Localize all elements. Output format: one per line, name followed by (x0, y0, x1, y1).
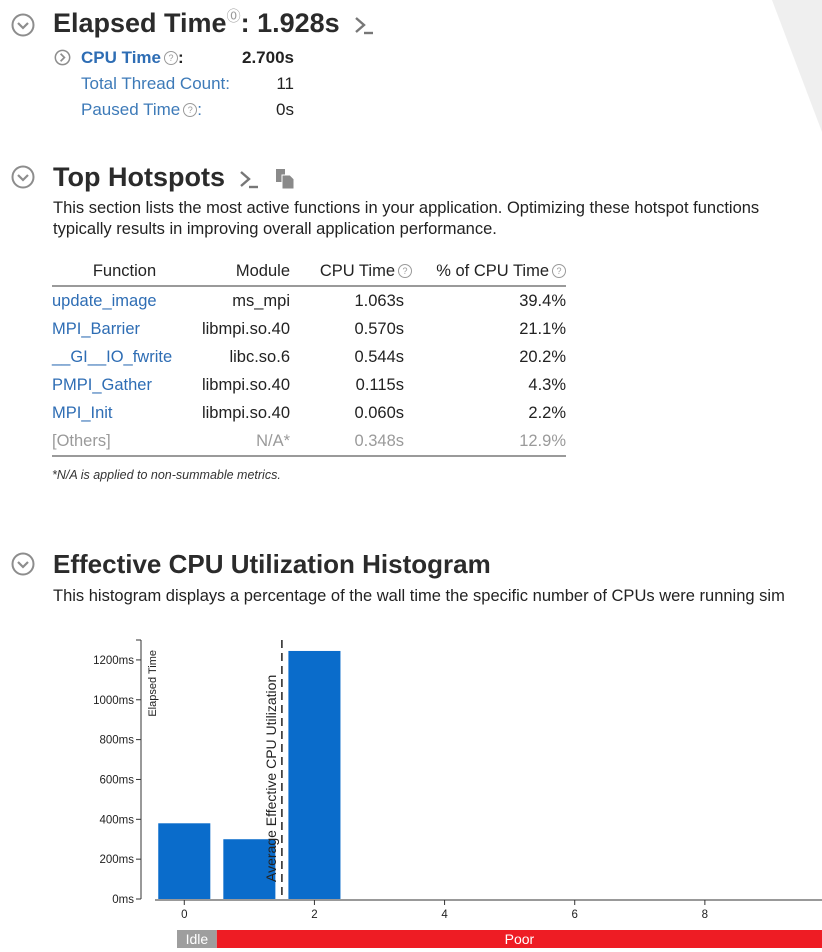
y-tick-label: 1200ms (93, 655, 134, 667)
expand-chevron-icon[interactable] (54, 49, 71, 66)
metric-thread-count: Total Thread Count: (81, 74, 230, 94)
help-icon[interactable]: ? (552, 264, 566, 278)
utilization-range-label: Idle (186, 931, 209, 947)
y-tick-label: 200ms (99, 854, 134, 866)
histogram-title: Effective CPU Utilization Histogram (53, 549, 491, 579)
x-tick-label: 2 (311, 909, 317, 921)
hotspots-description: This section lists the most active funct… (53, 198, 759, 240)
top-hotspots-heading: Top Hotspots (53, 162, 296, 193)
y-tick-label: 600ms (99, 774, 134, 786)
cpu-time-cell: 0.570s (354, 319, 404, 338)
module-cell: ms_mpi (232, 291, 290, 310)
table-header-row: Function Module CPU Time? % of CPU Time? (52, 258, 566, 287)
elapsed-time-value: 1.928s (257, 8, 340, 38)
x-tick-label: 0 (181, 909, 187, 921)
percent-cell: 39.4% (519, 291, 566, 310)
description-line: typically results in improving overall a… (53, 220, 497, 238)
cpu-time-value: 2.700s (242, 48, 294, 67)
module-cell: libc.so.6 (229, 347, 290, 366)
non-summable-note: *N/A is applied to non-summable metrics. (52, 468, 281, 482)
help-icon[interactable]: ? (164, 51, 178, 65)
histogram-bar (288, 650, 341, 899)
y-tick-label: 0ms (112, 894, 134, 906)
help-icon[interactable]: ? (398, 264, 412, 278)
utilization-range-poor (216, 930, 822, 948)
column-header-module[interactable]: Module (197, 258, 296, 287)
hotspots-table: Function Module CPU Time? % of CPU Time?… (52, 258, 566, 457)
x-tick-label: 8 (702, 909, 708, 921)
y-tick-label: 400ms (99, 814, 134, 826)
help-icon[interactable]: ⓪ (226, 8, 241, 24)
y-tick-label: 800ms (99, 735, 134, 747)
module-cell: libmpi.so.40 (201, 319, 290, 338)
y-tick-label: 1000ms (93, 695, 134, 707)
module-cell: N/A* (197, 427, 296, 457)
metric-cpu-time[interactable]: CPU Time?: (81, 48, 184, 67)
cpu-time-label[interactable]: CPU Time (81, 48, 161, 67)
table-row: PMPI_Gather libmpi.so.40 0.115s 4.3% (52, 371, 566, 399)
percent-cell: 21.1% (519, 319, 566, 338)
y-axis-title: Elapsed Time (147, 650, 159, 717)
help-icon[interactable]: ? (183, 103, 198, 117)
description-line: This section lists the most active funct… (53, 199, 760, 217)
column-header-percent-cpu-time[interactable]: % of CPU Time? (412, 258, 566, 287)
table-row: MPI_Init libmpi.so.40 0.060s 2.2% (52, 399, 566, 427)
top-hotspots-title: Top Hotspots (53, 162, 225, 192)
copy-icon[interactable] (274, 167, 296, 191)
column-header-function[interactable]: Function (52, 258, 197, 287)
utilization-range-idle (177, 930, 217, 948)
paused-time-value: 0s (276, 100, 294, 119)
module-cell: libmpi.so.40 (201, 403, 290, 422)
table-row: update_image ms_mpi 1.063s 39.4% (52, 286, 566, 315)
function-link[interactable]: MPI_Init (52, 403, 113, 422)
cpu-time-cell: 1.063s (354, 291, 404, 310)
histogram-bar (223, 839, 276, 899)
cpu-time-cell: 0.544s (354, 347, 404, 366)
paused-time-label: Paused Time (81, 100, 181, 119)
elapsed-time-title: Elapsed Time (53, 8, 227, 38)
function-link[interactable]: update_image (52, 291, 157, 310)
others-label: [Others] (52, 427, 197, 457)
percent-cell: 2.2% (528, 403, 566, 422)
function-link[interactable]: __GI__IO_fwrite (52, 347, 173, 366)
percent-cell: 20.2% (519, 347, 566, 366)
histogram-bar (158, 823, 211, 899)
cpu-time-cell: 0.348s (296, 427, 412, 457)
x-tick-label: 6 (572, 909, 578, 921)
histogram-description: This histogram displays a percentage of … (53, 587, 785, 605)
table-row-others: [Others] N/A* 0.348s 12.9% (52, 427, 566, 457)
x-tick-label: 4 (441, 909, 448, 921)
thread-count-label: Total Thread Count: (81, 74, 230, 93)
average-utilization-label: Average Effective CPU Utilization (263, 675, 279, 882)
collapse-chevron-icon[interactable] (11, 13, 35, 37)
table-row: MPI_Barrier libmpi.so.40 0.570s 21.1% (52, 315, 566, 343)
module-cell: libmpi.so.40 (201, 375, 290, 394)
column-header-cpu-time[interactable]: CPU Time? (296, 258, 412, 287)
function-link[interactable]: MPI_Barrier (52, 319, 141, 338)
thread-count-value: 11 (276, 74, 294, 93)
percent-cell: 4.3% (528, 375, 566, 394)
function-link[interactable]: PMPI_Gather (52, 375, 152, 394)
cpu-time-cell: 0.115s (355, 375, 404, 394)
elapsed-time-heading: Elapsed Time⓪: 1.928s (53, 8, 375, 39)
percent-cell: 12.9% (412, 427, 566, 457)
command-line-icon[interactable] (353, 14, 375, 36)
collapse-chevron-icon[interactable] (11, 165, 35, 189)
collapse-chevron-icon[interactable] (11, 552, 35, 576)
cpu-time-cell: 0.060s (354, 403, 404, 422)
table-row: __GI__IO_fwrite libc.so.6 0.544s 20.2% (52, 343, 566, 371)
command-line-icon[interactable] (238, 168, 260, 190)
histogram-heading: Effective CPU Utilization Histogram (53, 549, 491, 580)
metric-paused-time: Paused Time?: (81, 100, 202, 119)
utilization-range-label: Poor (505, 931, 535, 947)
